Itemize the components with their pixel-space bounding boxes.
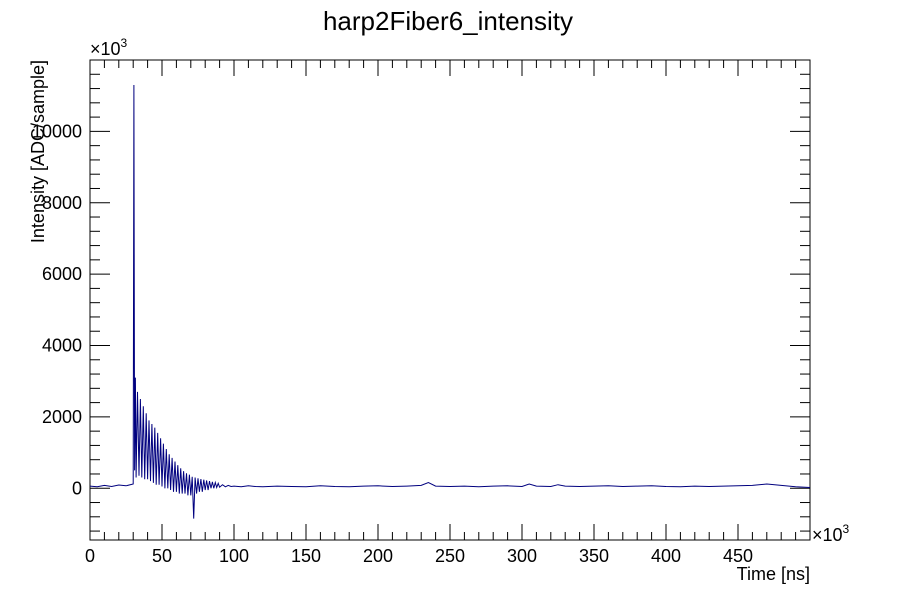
x-tick-label: 0 <box>85 546 95 566</box>
y-axis-label: Intensity [ADC/sample] <box>28 60 48 243</box>
x-axis-ticks <box>89 60 811 540</box>
y-axis-ticks <box>90 59 810 532</box>
series-line <box>89 84 811 519</box>
x-axis-tick-labels: 0 50 100 150 200 250 300 350 400 450 <box>85 546 753 566</box>
x-tick-label: 450 <box>723 546 753 566</box>
x-tick-label: 50 <box>152 546 172 566</box>
y-axis-multiplier: ×103 <box>90 36 128 59</box>
x-axis-label: Time [ns] <box>737 564 810 584</box>
x-tick-label: 400 <box>651 546 681 566</box>
x-tick-label: 300 <box>507 546 537 566</box>
y-tick-label: 0 <box>72 478 82 498</box>
x-tick-label: 100 <box>219 546 249 566</box>
y-axis-tick-labels: 0 2000 4000 6000 8000 10000 <box>32 121 82 498</box>
plot-frame <box>89 59 811 541</box>
y-tick-label: 6000 <box>42 264 82 284</box>
y-tick-label: 4000 <box>42 336 82 356</box>
y-tick-label: 2000 <box>42 407 82 427</box>
chart-title: harp2Fiber6_intensity <box>323 6 573 36</box>
x-tick-label: 350 <box>579 546 609 566</box>
x-tick-label: 250 <box>435 546 465 566</box>
y-tick-label: 8000 <box>42 193 82 213</box>
x-tick-label: 150 <box>291 546 321 566</box>
y-tick-label: 10000 <box>32 121 82 141</box>
x-axis-multiplier: ×103 <box>812 522 850 545</box>
x-tick-label: 200 <box>363 546 393 566</box>
